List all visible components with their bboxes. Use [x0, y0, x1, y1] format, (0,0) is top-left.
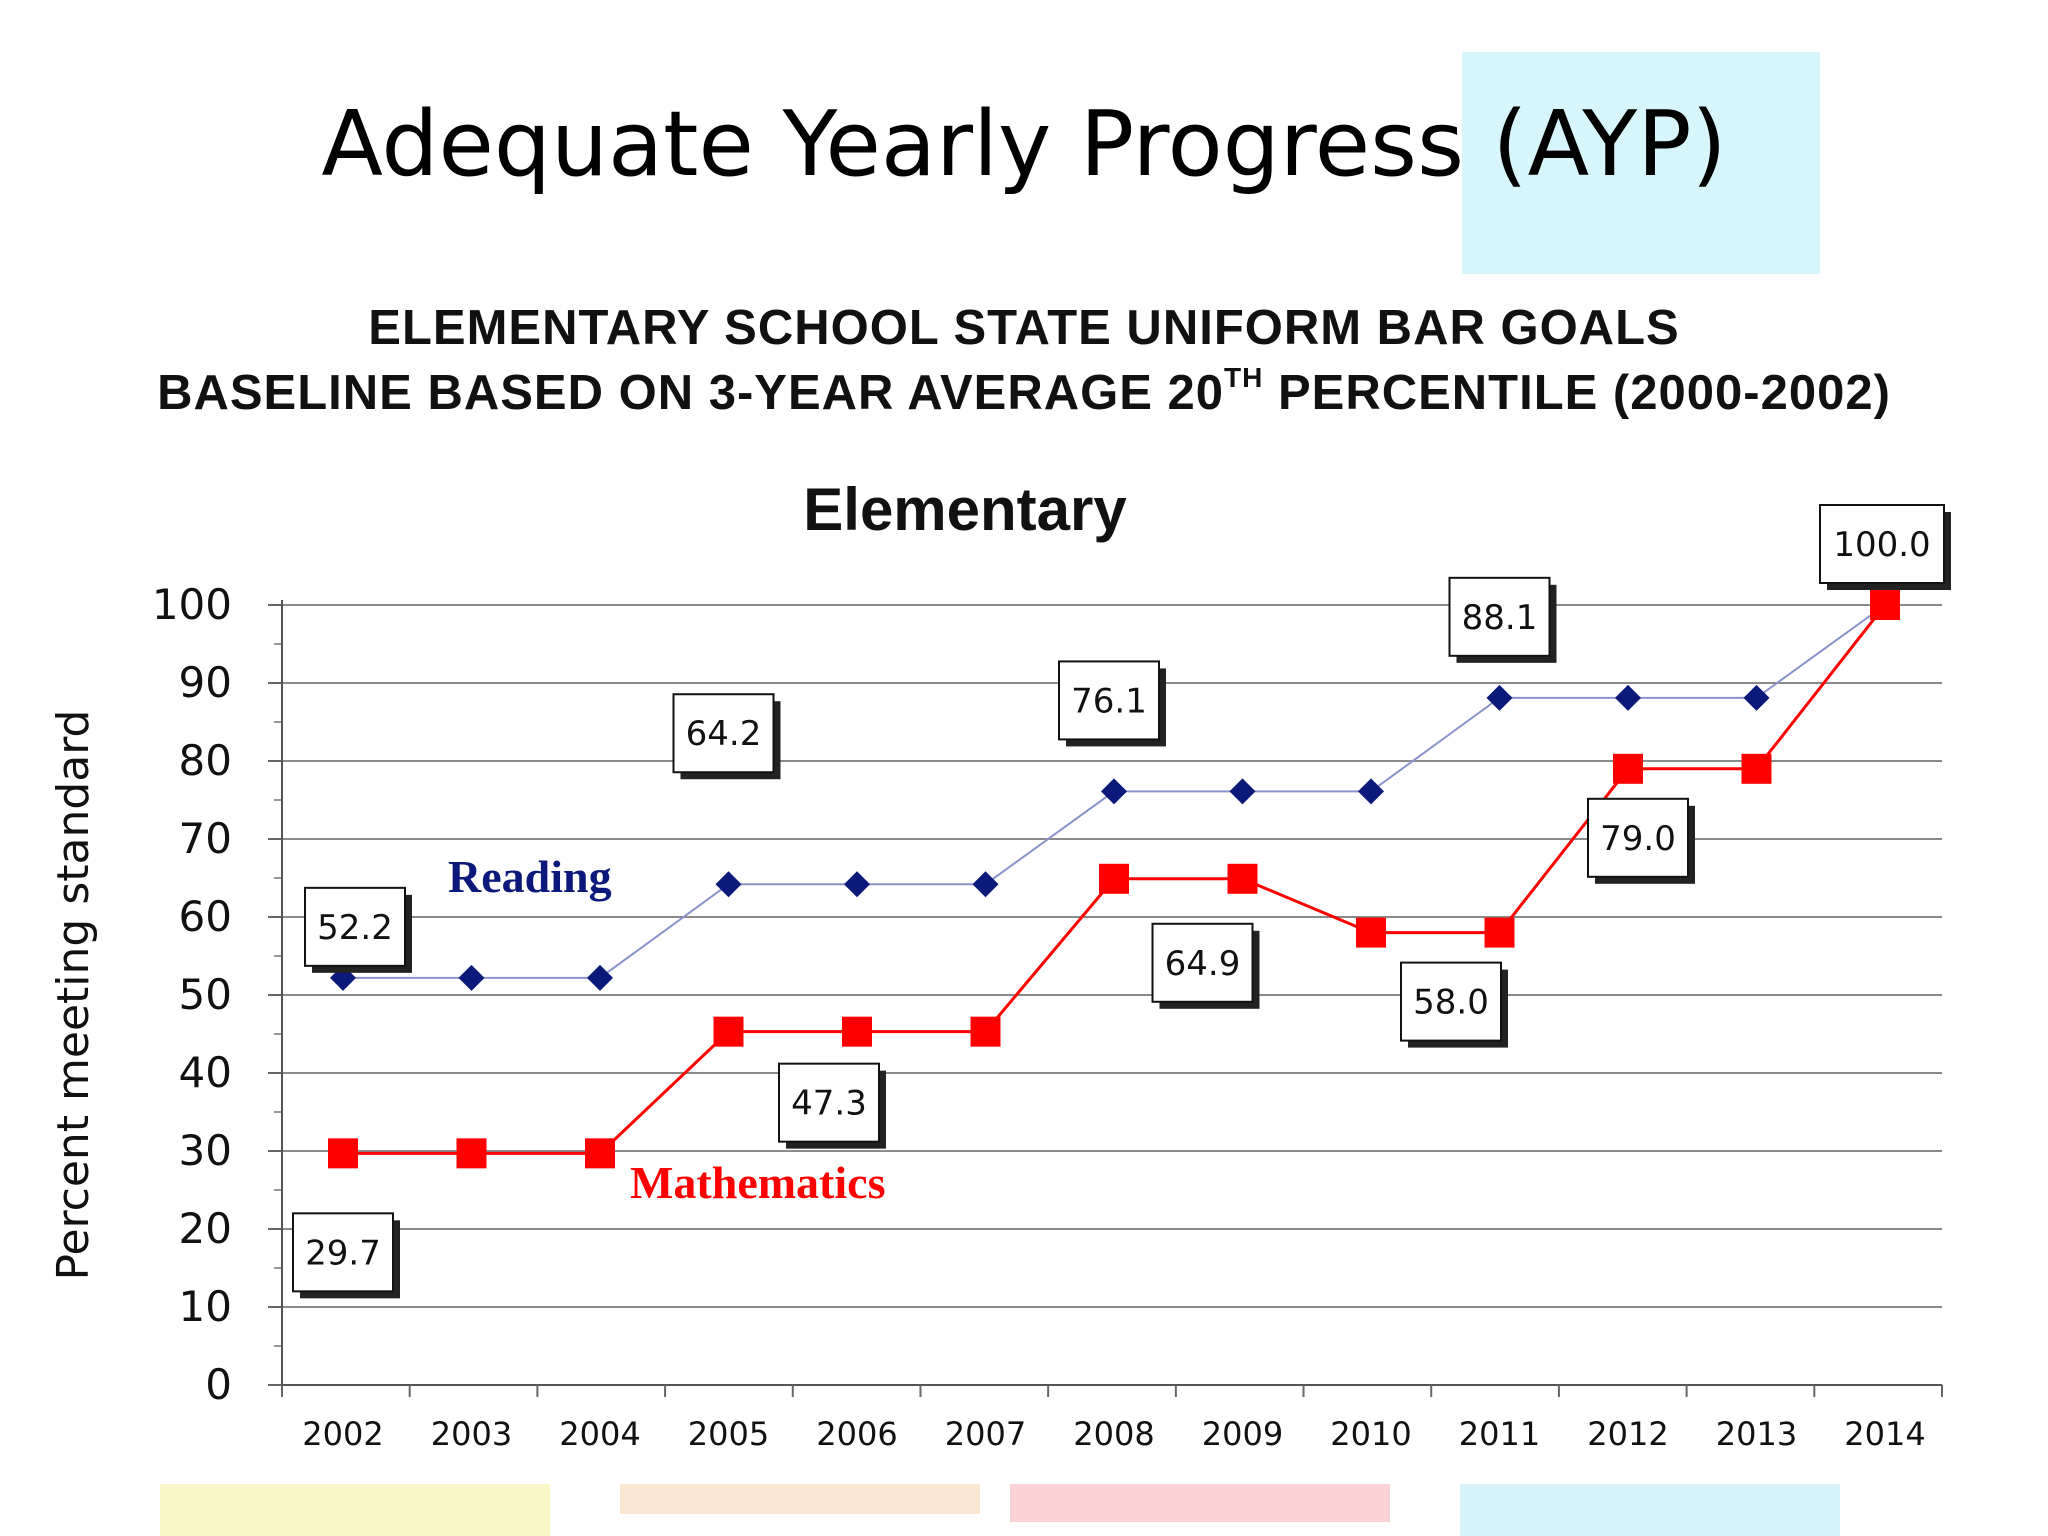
data-label: 100.0 [1833, 525, 1930, 565]
math-point-marker [842, 1016, 872, 1047]
y-tick-label: 60 [179, 892, 232, 941]
x-tick-label: 2006 [816, 1415, 897, 1453]
math-point-marker [1870, 590, 1900, 620]
math-point-marker [713, 1016, 744, 1047]
reading-point-marker [715, 871, 742, 898]
footer-tab-orange [620, 1484, 980, 1514]
data-label-box [292, 1212, 394, 1293]
x-tick-label: 2012 [1587, 1415, 1668, 1453]
y-axis-label: Percent meeting standard [48, 710, 99, 1281]
math-point-marker [1227, 863, 1258, 894]
math-point-marker [1484, 917, 1515, 948]
x-tick-label: 2003 [431, 1415, 512, 1453]
reading-point-marker [458, 964, 485, 991]
title-highlight-block [1462, 52, 1820, 274]
math-point-marker [328, 1138, 358, 1169]
chart-subtitle-line-2: BASELINE BASED ON 3-YEAR AVERAGE 20TH PE… [0, 362, 2048, 421]
x-tick-label: 2002 [302, 1415, 383, 1453]
data-label-box [304, 886, 406, 967]
x-tick-label: 2004 [559, 1415, 640, 1453]
footer-tab-cyan [1460, 1484, 1840, 1536]
footer-tab-yellow [160, 1484, 550, 1536]
x-tick-label: 2010 [1330, 1415, 1411, 1453]
data-label-box [1151, 922, 1254, 1003]
math-point-marker [456, 1138, 487, 1169]
subtitle-line-2-suffix: PERCENTILE (2000-2002) [1263, 366, 1891, 420]
data-label-box [672, 693, 775, 774]
data-label-box [1819, 504, 1945, 584]
data-label-box [778, 1062, 880, 1143]
reading-point-marker [1101, 778, 1127, 805]
data-label: 64.9 [1165, 944, 1241, 984]
reading-point-marker [1229, 778, 1256, 805]
x-tick-label: 2011 [1459, 1415, 1540, 1453]
footer-tab-pink [1010, 1484, 1390, 1522]
x-tick-label: 2007 [945, 1415, 1026, 1453]
reading-series-label: Reading [448, 851, 612, 902]
data-label: 29.7 [305, 1233, 381, 1273]
data-label-box [1058, 660, 1160, 741]
data-label: 76.1 [1071, 681, 1147, 721]
data-label-box [1448, 576, 1551, 657]
math-point-marker [1613, 753, 1643, 784]
y-tick-label: 90 [179, 658, 232, 707]
mathematics-series-label: Mathematics [630, 1157, 885, 1208]
x-tick-label: 2014 [1844, 1415, 1925, 1453]
x-tick-label: 2009 [1202, 1415, 1283, 1453]
chart-subtitle-line-1: ELEMENTARY SCHOOL STATE UNIFORM BAR GOAL… [368, 301, 1680, 355]
math-point-marker [970, 1016, 1001, 1047]
data-label: 79.0 [1600, 819, 1676, 859]
reading-point-marker [1615, 684, 1641, 711]
y-tick-label: 40 [179, 1048, 232, 1097]
reading-point-marker [972, 871, 999, 898]
data-label: 47.3 [791, 1084, 867, 1124]
math-point-marker [1099, 863, 1129, 894]
y-tick-label: 30 [179, 1126, 232, 1175]
reading-point-marker [844, 871, 870, 898]
data-label: 52.2 [317, 908, 393, 948]
reading-point-marker [1743, 684, 1770, 711]
math-point-marker [585, 1138, 615, 1169]
reading-point-marker [587, 964, 613, 991]
math-point-marker [1741, 753, 1772, 784]
chart-title: Elementary [803, 476, 1127, 543]
slide-title: Adequate Yearly Progress (AYP) [321, 92, 1727, 197]
data-label: 64.2 [686, 714, 762, 754]
data-label: 58.0 [1413, 983, 1489, 1023]
reading-point-marker [1486, 684, 1513, 711]
y-tick-label: 50 [179, 970, 232, 1019]
data-label: 88.1 [1462, 598, 1538, 638]
y-tick-label: 10 [179, 1282, 232, 1331]
data-label-box [1400, 961, 1502, 1042]
y-tick-label: 0 [205, 1360, 232, 1409]
reading-point-marker [1358, 778, 1384, 805]
x-tick-label: 2008 [1073, 1415, 1154, 1453]
math-point-marker [1356, 917, 1386, 948]
x-tick-label: 2005 [688, 1415, 769, 1453]
subtitle-line-2-superscript: TH [1224, 362, 1264, 393]
data-label-box [1587, 797, 1689, 878]
subtitle-line-2-prefix: BASELINE BASED ON 3-YEAR AVERAGE 20 [157, 366, 1225, 420]
y-tick-label: 20 [179, 1204, 232, 1253]
y-tick-label: 80 [179, 736, 232, 785]
y-tick-label: 70 [179, 814, 232, 863]
y-tick-label: 100 [152, 580, 232, 629]
x-tick-label: 2013 [1716, 1415, 1797, 1453]
